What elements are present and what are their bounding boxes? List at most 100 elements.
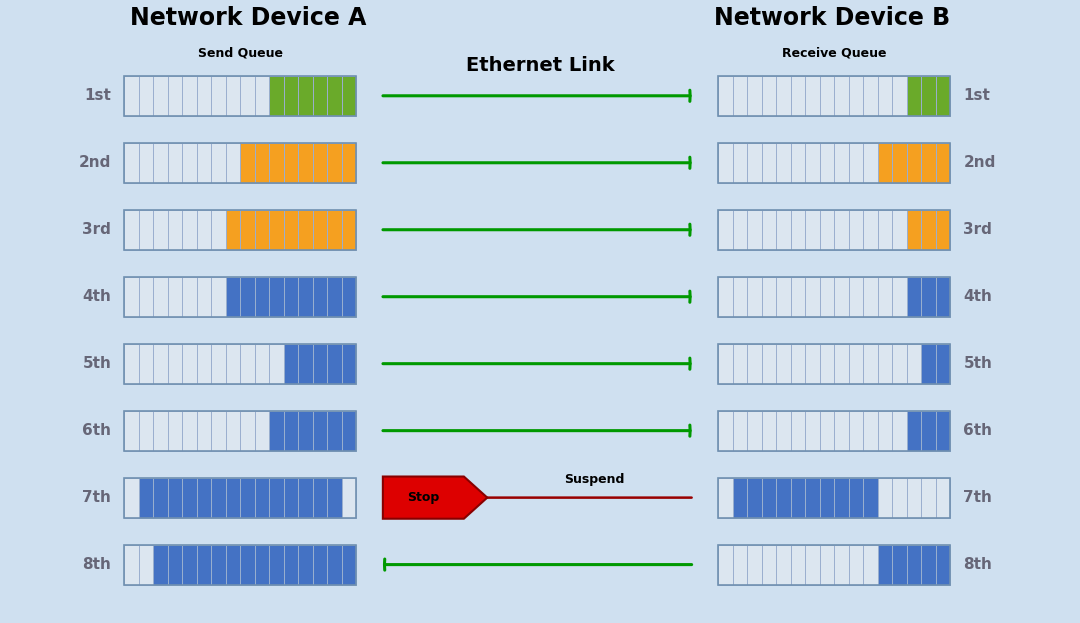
- Bar: [732, 75, 747, 116]
- Bar: [806, 411, 820, 450]
- Text: Ethernet Link: Ethernet Link: [465, 56, 615, 75]
- Bar: [138, 344, 153, 384]
- Bar: [153, 277, 167, 316]
- Bar: [327, 545, 342, 584]
- Bar: [747, 344, 761, 384]
- Bar: [327, 277, 342, 316]
- Bar: [313, 477, 327, 518]
- Bar: [718, 344, 950, 384]
- Bar: [791, 277, 806, 316]
- Text: Stop: Stop: [407, 491, 440, 504]
- Bar: [835, 75, 849, 116]
- Bar: [761, 277, 777, 316]
- Bar: [327, 477, 342, 518]
- Bar: [226, 75, 240, 116]
- Bar: [936, 477, 950, 518]
- Bar: [241, 477, 255, 518]
- Bar: [298, 545, 313, 584]
- Bar: [153, 411, 167, 450]
- Bar: [936, 75, 950, 116]
- Text: 5th: 5th: [963, 356, 993, 371]
- Bar: [153, 477, 167, 518]
- Bar: [138, 477, 153, 518]
- Bar: [777, 477, 791, 518]
- Bar: [718, 344, 732, 384]
- Bar: [212, 411, 226, 450]
- Bar: [212, 344, 226, 384]
- Bar: [167, 344, 183, 384]
- Bar: [255, 545, 269, 584]
- Bar: [255, 75, 269, 116]
- Bar: [153, 75, 167, 116]
- Bar: [777, 277, 791, 316]
- Bar: [806, 143, 820, 183]
- Bar: [269, 344, 284, 384]
- Bar: [863, 143, 878, 183]
- Bar: [849, 75, 863, 116]
- Bar: [298, 411, 313, 450]
- Bar: [138, 143, 153, 183]
- Bar: [878, 277, 892, 316]
- Text: 3rd: 3rd: [82, 222, 111, 237]
- Bar: [138, 545, 153, 584]
- Bar: [835, 277, 849, 316]
- Bar: [892, 344, 907, 384]
- Bar: [124, 75, 138, 116]
- Bar: [849, 411, 863, 450]
- Bar: [718, 545, 732, 584]
- Bar: [197, 477, 212, 518]
- Bar: [342, 143, 356, 183]
- Bar: [197, 344, 212, 384]
- Bar: [183, 209, 197, 250]
- Bar: [936, 209, 950, 250]
- Bar: [761, 477, 777, 518]
- Bar: [342, 344, 356, 384]
- Bar: [167, 411, 183, 450]
- Bar: [777, 209, 791, 250]
- Bar: [124, 143, 356, 183]
- Bar: [327, 411, 342, 450]
- Bar: [124, 545, 138, 584]
- Bar: [892, 477, 907, 518]
- Bar: [791, 545, 806, 584]
- Bar: [138, 209, 153, 250]
- Bar: [313, 209, 327, 250]
- Text: Network Device A: Network Device A: [131, 6, 366, 31]
- Bar: [921, 477, 936, 518]
- Text: 3rd: 3rd: [963, 222, 993, 237]
- Bar: [718, 143, 732, 183]
- Bar: [761, 545, 777, 584]
- Bar: [269, 411, 284, 450]
- Bar: [761, 411, 777, 450]
- Bar: [820, 477, 835, 518]
- Bar: [718, 143, 950, 183]
- Bar: [892, 277, 907, 316]
- Bar: [124, 411, 356, 450]
- Bar: [732, 277, 747, 316]
- Bar: [197, 277, 212, 316]
- Bar: [878, 209, 892, 250]
- Bar: [124, 75, 356, 116]
- Bar: [212, 75, 226, 116]
- Bar: [153, 209, 167, 250]
- Bar: [747, 277, 761, 316]
- Bar: [907, 143, 921, 183]
- Bar: [921, 545, 936, 584]
- Bar: [892, 209, 907, 250]
- Bar: [747, 477, 761, 518]
- Bar: [921, 411, 936, 450]
- Bar: [718, 277, 950, 316]
- Bar: [806, 277, 820, 316]
- Bar: [124, 277, 356, 316]
- Bar: [241, 209, 255, 250]
- Bar: [718, 209, 950, 250]
- Bar: [183, 545, 197, 584]
- Bar: [298, 477, 313, 518]
- Bar: [732, 411, 747, 450]
- Bar: [820, 143, 835, 183]
- Bar: [761, 143, 777, 183]
- Bar: [878, 143, 892, 183]
- Bar: [820, 344, 835, 384]
- Bar: [327, 209, 342, 250]
- Bar: [313, 143, 327, 183]
